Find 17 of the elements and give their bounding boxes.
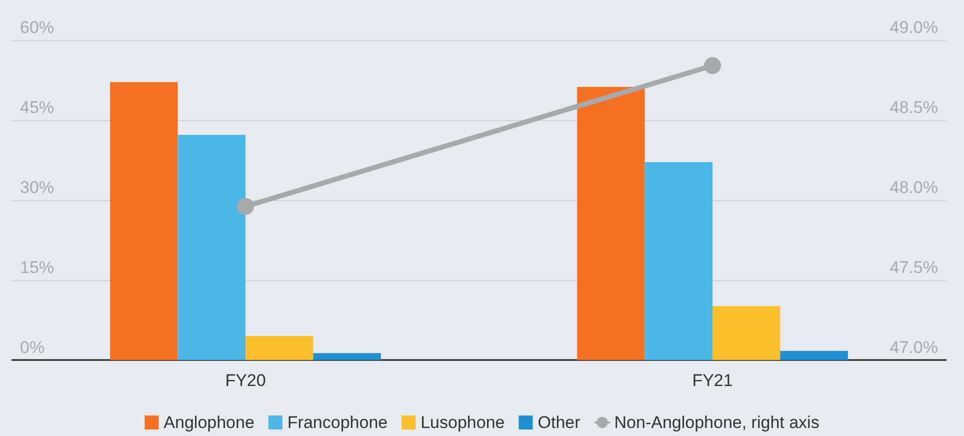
y-tick-label: 30% [20,178,54,197]
y2-tick-label: 49.0% [890,18,938,37]
legend-label: Anglophone [164,413,254,432]
x-tick-label: FY20 [225,371,266,390]
y2-tick-label: 48.0% [890,178,938,197]
legend-label: Francophone [287,413,388,432]
y2-tick-label: 48.5% [890,98,938,117]
y-tick-label: 0% [20,338,45,357]
y-tick-label: 15% [20,258,54,277]
legend-label: Non-Anglophone, right axis [614,413,820,432]
y2-tick-label: 47.5% [890,258,938,277]
y2-tick-label: 47.0% [890,338,938,357]
legend-label: Other [538,413,581,432]
x-tick-label: FY21 [692,371,733,390]
y-tick-label: 45% [20,98,54,117]
legend-label: Lusophone [420,413,505,432]
y-tick-label: 60% [20,18,54,37]
